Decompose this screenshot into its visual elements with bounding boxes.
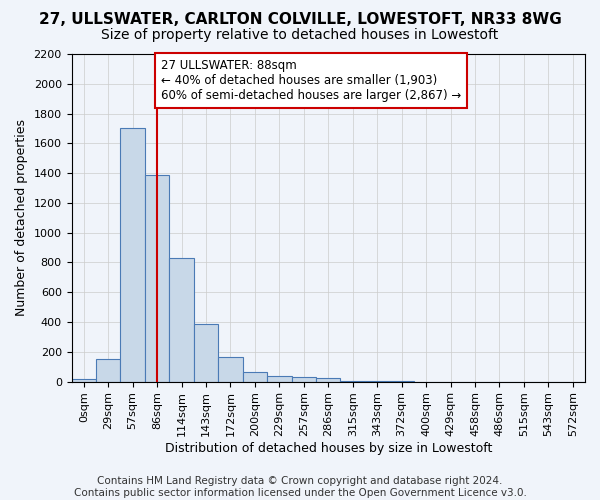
- Bar: [316, 378, 340, 382]
- Text: Size of property relative to detached houses in Lowestoft: Size of property relative to detached ho…: [101, 28, 499, 42]
- Bar: [121, 128, 145, 382]
- Bar: [267, 376, 292, 382]
- Bar: [242, 372, 267, 382]
- Bar: [365, 381, 389, 382]
- Text: 27, ULLSWATER, CARLTON COLVILLE, LOWESTOFT, NR33 8WG: 27, ULLSWATER, CARLTON COLVILLE, LOWESTO…: [38, 12, 562, 28]
- Y-axis label: Number of detached properties: Number of detached properties: [15, 120, 28, 316]
- Bar: [292, 377, 316, 382]
- Bar: [340, 381, 365, 382]
- Bar: [145, 174, 169, 382]
- Bar: [71, 380, 96, 382]
- Bar: [389, 381, 414, 382]
- Bar: [218, 357, 242, 382]
- Bar: [194, 324, 218, 382]
- Text: Contains HM Land Registry data © Crown copyright and database right 2024.
Contai: Contains HM Land Registry data © Crown c…: [74, 476, 526, 498]
- Bar: [96, 358, 121, 382]
- Text: 27 ULLSWATER: 88sqm
← 40% of detached houses are smaller (1,903)
60% of semi-det: 27 ULLSWATER: 88sqm ← 40% of detached ho…: [161, 59, 461, 102]
- Bar: [169, 258, 194, 382]
- X-axis label: Distribution of detached houses by size in Lowestoft: Distribution of detached houses by size …: [164, 442, 492, 455]
